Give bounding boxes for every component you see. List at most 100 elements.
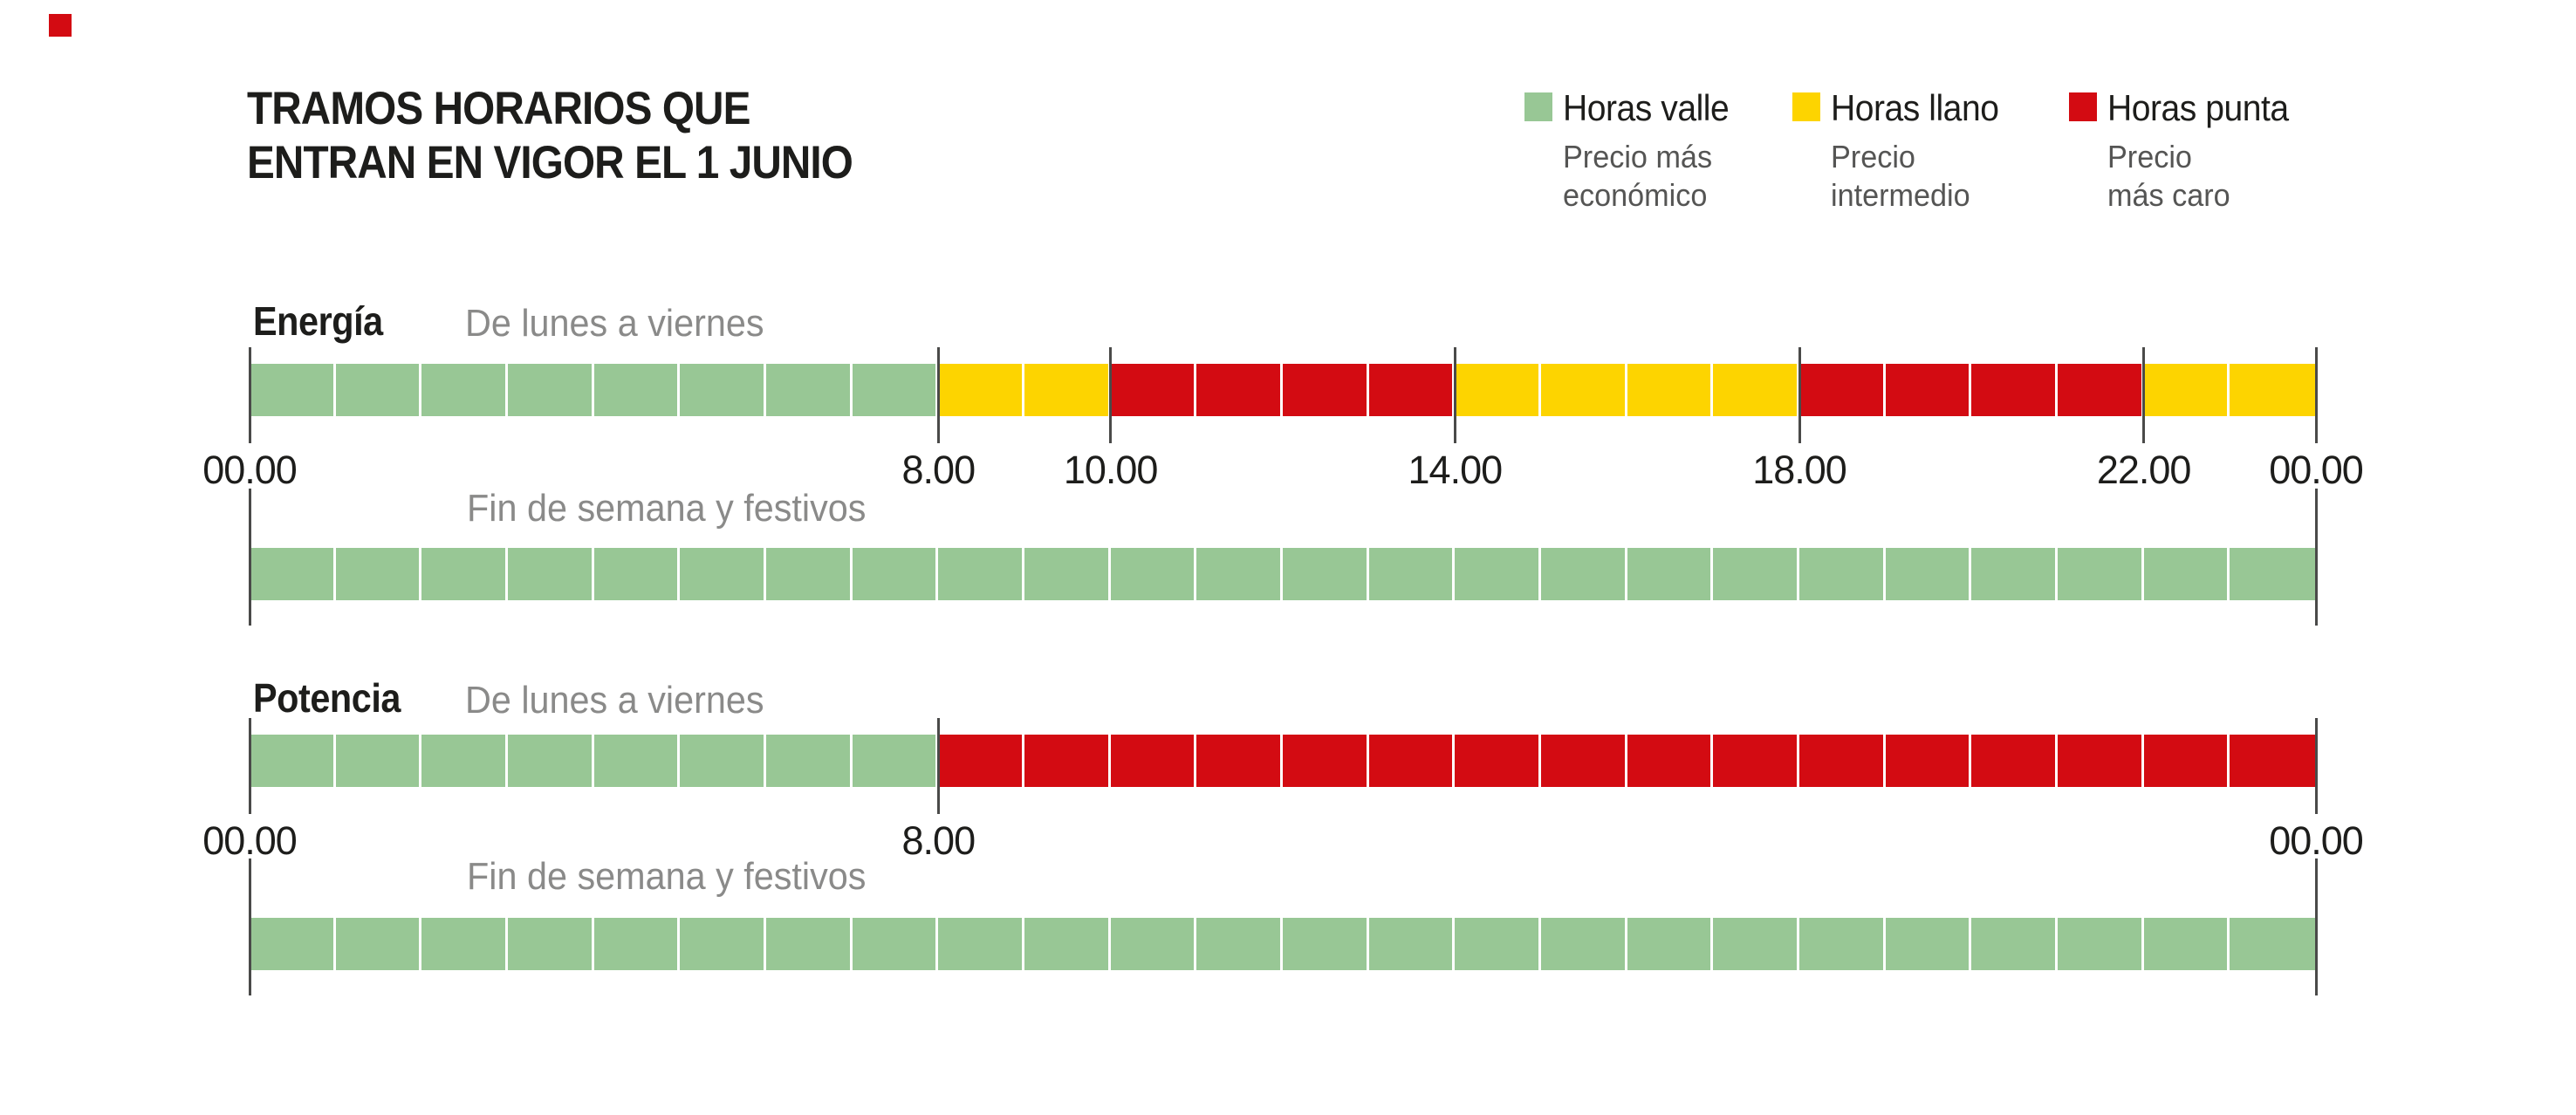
hour-cell (1110, 918, 1195, 970)
hour-cell (1196, 918, 1280, 970)
hour-cell (1799, 364, 1883, 416)
hour-cell (1196, 735, 1280, 787)
hour-cell (1627, 918, 1711, 970)
legend-swatch-punta (2069, 92, 2097, 121)
legend-swatch-llano (1792, 92, 1820, 121)
legend-sublabel-valle-line1: Precio más (1563, 139, 1713, 174)
legend-sublabel-punta-line2: más caro (2107, 177, 2230, 213)
hour-cell (1713, 548, 1797, 600)
hour-cell (1971, 548, 2055, 600)
hour-cell (680, 735, 764, 787)
legend-swatch-valle (1524, 92, 1552, 121)
row-label-potencia-weekend: Fin de semana y festivos (467, 855, 867, 898)
axis-tick-label: 18.00 (1752, 448, 1847, 492)
legend-sublabel-valle: Precio más económico (1563, 138, 1712, 215)
hour-cell (2230, 364, 2316, 416)
hour-cell (1713, 364, 1797, 416)
hour-cell (1283, 735, 1367, 787)
hour-cell (1541, 364, 1625, 416)
row-label-energia-weekday: De lunes a viernes (465, 302, 764, 345)
row-label-energia-weekend: Fin de semana y festivos (467, 487, 867, 530)
hour-cell (2143, 735, 2228, 787)
row-label-potencia-weekday: De lunes a viernes (465, 679, 764, 722)
hour-cell (766, 735, 850, 787)
hour-cell (1110, 735, 1195, 787)
hour-cell (508, 364, 592, 416)
axis-tick-label: 00.00 (2269, 818, 2364, 863)
hour-cell (250, 364, 333, 416)
hour-cell (335, 548, 420, 600)
section-title-potencia: Potencia (253, 675, 401, 721)
hour-cell (508, 548, 592, 600)
hour-cell (680, 364, 764, 416)
hour-cell (852, 735, 936, 787)
legend-sublabel-valle-line2: económico (1563, 177, 1708, 213)
hour-cell (1110, 364, 1195, 416)
hour-cell (2058, 918, 2141, 970)
hour-cell (593, 918, 678, 970)
legend-sublabel-punta-line1: Precio (2107, 139, 2192, 174)
hour-cell (1110, 548, 1195, 600)
hour-cell (1971, 364, 2055, 416)
hour-cell (938, 364, 1022, 416)
section-title-energia: Energía (253, 298, 383, 344)
hour-cell (1799, 548, 1883, 600)
hour-cell (1455, 735, 1538, 787)
hour-cell (250, 548, 333, 600)
hour-cell (1799, 918, 1883, 970)
axis-tick-label: 8.00 (901, 448, 976, 492)
hour-cell (1627, 548, 1711, 600)
hour-cell (1024, 735, 1108, 787)
axis-tick (936, 347, 940, 443)
hour-cell (2143, 548, 2228, 600)
chart-title: TRAMOS HORARIOS QUE ENTRAN EN VIGOR EL 1… (247, 82, 853, 190)
hour-cell (508, 918, 592, 970)
hour-cell (421, 918, 505, 970)
hour-cell (2230, 918, 2316, 970)
axis-tick (1798, 347, 1801, 443)
hour-cell (1455, 918, 1538, 970)
axis-tick (2314, 489, 2318, 626)
hour-cell (1627, 364, 1711, 416)
hour-cell (766, 364, 850, 416)
legend-sublabel-llano-line1: Precio (1831, 139, 1915, 174)
hour-cell (1455, 548, 1538, 600)
axis-tick-label: 10.00 (1063, 448, 1159, 492)
hour-cell (1713, 918, 1797, 970)
hour-cell (938, 735, 1022, 787)
hour-cell (508, 735, 592, 787)
legend-label-llano: Horas llano (1831, 87, 1999, 128)
legend-sublabel-llano-line2: intermedio (1831, 177, 1970, 213)
brand-mark-square (49, 14, 72, 37)
hour-cell (2230, 735, 2316, 787)
hour-cell (250, 918, 333, 970)
hour-cell (335, 364, 420, 416)
hour-cell (680, 548, 764, 600)
hour-cell (2058, 735, 2141, 787)
hour-cell (852, 364, 936, 416)
hour-cell (766, 918, 850, 970)
hour-cell (1541, 735, 1625, 787)
hour-cell (335, 918, 420, 970)
hour-cell (1885, 735, 1970, 787)
hour-cell (852, 548, 936, 600)
axis-tick (1453, 347, 1456, 443)
hour-cell (335, 735, 420, 787)
hour-cell (766, 548, 850, 600)
hour-cell (1024, 364, 1108, 416)
axis-tick-label: 00.00 (2269, 448, 2364, 492)
hour-cell (1283, 548, 1367, 600)
hour-cell (1283, 364, 1367, 416)
axis-tick (2314, 718, 2318, 814)
hour-cell (421, 548, 505, 600)
hour-cell (938, 918, 1022, 970)
hour-cell (1196, 548, 1280, 600)
axis-tick (2314, 858, 2318, 995)
hour-cell (1368, 735, 1453, 787)
hour-cell (1368, 918, 1453, 970)
hour-cell (250, 735, 333, 787)
axis-tick (936, 718, 940, 814)
axis-tick-label: 00.00 (202, 448, 298, 492)
hour-cell (852, 918, 936, 970)
hour-cell (1455, 364, 1538, 416)
